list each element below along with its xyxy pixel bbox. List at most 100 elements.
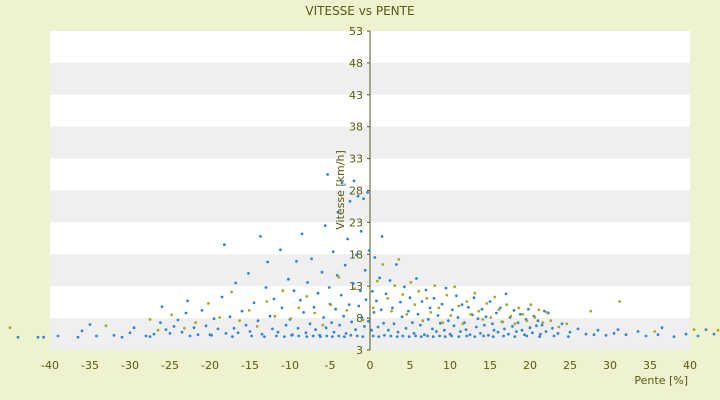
series-1-point <box>479 332 482 335</box>
series-1-point <box>159 321 162 324</box>
series-1-point <box>283 335 286 338</box>
series-2-point <box>549 319 553 323</box>
series-1-point <box>247 272 250 275</box>
x-tick-label: 35 <box>643 359 657 372</box>
series-2-point <box>653 330 657 333</box>
series-1-point <box>314 328 317 331</box>
chart-title: VITESSE vs PENTE <box>305 4 414 18</box>
series-1-point <box>523 333 526 337</box>
series-1-point <box>373 256 377 259</box>
x-tick-label: 25 <box>563 359 577 372</box>
series-1-point <box>348 199 352 203</box>
series-2-point <box>493 295 497 299</box>
series-1-point <box>16 335 20 339</box>
series-1-point <box>359 289 362 293</box>
series-2-point <box>329 303 333 307</box>
series-1-point <box>259 235 262 238</box>
series-2-point <box>8 326 12 330</box>
series-2-point <box>371 306 375 310</box>
series-1-point <box>319 335 322 338</box>
series-1-point <box>357 304 361 308</box>
series-1-point <box>302 311 305 314</box>
series-1-point <box>304 331 308 335</box>
series-1-point <box>320 270 324 274</box>
series-1-point <box>340 181 344 185</box>
series-2-point <box>469 312 473 316</box>
series-1-point <box>204 324 208 328</box>
series-1-point <box>383 333 386 337</box>
series-1-point <box>389 334 393 338</box>
series-1-point <box>465 334 469 338</box>
series-1-point <box>271 327 274 331</box>
series-1-point <box>408 296 412 300</box>
series-1-point <box>305 335 309 338</box>
series-1-point <box>312 305 316 309</box>
series-1-point <box>491 335 495 338</box>
series-1-point <box>212 317 216 321</box>
series-1-point <box>414 334 417 338</box>
series-1-point <box>244 323 248 327</box>
series-1-point <box>428 306 432 310</box>
series-1-point <box>295 259 298 263</box>
series-1-point <box>472 296 476 300</box>
series-2-point <box>501 320 505 324</box>
series-2-point <box>517 306 521 310</box>
series-1-point <box>306 281 309 284</box>
series-1-point <box>401 334 405 338</box>
series-1-point <box>392 322 396 326</box>
series-1-point <box>527 307 530 311</box>
series-1-point <box>192 326 196 330</box>
series-2-point <box>545 311 549 314</box>
series-2-point <box>281 289 285 293</box>
series-1-point <box>88 323 92 326</box>
series-1-point <box>361 335 365 338</box>
series-1-point <box>455 294 458 298</box>
series-1-point <box>323 224 327 228</box>
series-1-point <box>250 334 254 338</box>
series-1-point <box>228 315 232 319</box>
series-1-point <box>220 295 224 299</box>
series-1-point <box>132 326 136 330</box>
series-1-point <box>684 332 688 336</box>
series-1-point <box>375 299 378 303</box>
series-1-point <box>482 334 485 338</box>
series-1-point <box>359 229 363 233</box>
x-tick-label: -35 <box>81 359 99 372</box>
series-1-point <box>292 289 296 293</box>
series-2-point <box>417 289 421 293</box>
series-2-point <box>156 328 160 332</box>
series-1-point <box>322 316 325 319</box>
series-1-point <box>308 322 312 326</box>
series-2-point <box>183 326 186 330</box>
series-1-point <box>264 286 268 289</box>
series-2-point <box>565 322 569 326</box>
series-1-point <box>337 334 341 338</box>
series-1-point <box>539 332 542 336</box>
x-tick-label: 40 <box>683 359 697 372</box>
series-1-point <box>616 328 620 331</box>
series-1-point <box>388 279 392 282</box>
series-2-point <box>618 300 621 303</box>
series-1-point <box>520 328 524 332</box>
series-1-point <box>336 210 340 214</box>
series-1-point <box>349 333 353 337</box>
series-1-point <box>380 235 384 238</box>
y-tick-label: 48 <box>349 57 363 70</box>
series-1-point <box>252 301 256 305</box>
series-1-point <box>362 197 365 201</box>
series-1-point <box>168 332 172 335</box>
series-1-point <box>604 333 608 337</box>
series-2-point <box>375 279 379 283</box>
series-1-point <box>256 319 260 323</box>
series-1-point <box>456 316 460 319</box>
series-2-point <box>445 293 449 297</box>
series-2-point <box>413 303 417 307</box>
series-2-point <box>238 319 242 323</box>
series-2-point <box>453 285 457 289</box>
series-1-point <box>152 332 156 336</box>
series-1-point <box>544 330 548 333</box>
series-2-point <box>533 316 537 319</box>
series-1-point <box>502 334 505 338</box>
series-2-point <box>230 290 234 294</box>
series-2-point <box>433 284 437 287</box>
